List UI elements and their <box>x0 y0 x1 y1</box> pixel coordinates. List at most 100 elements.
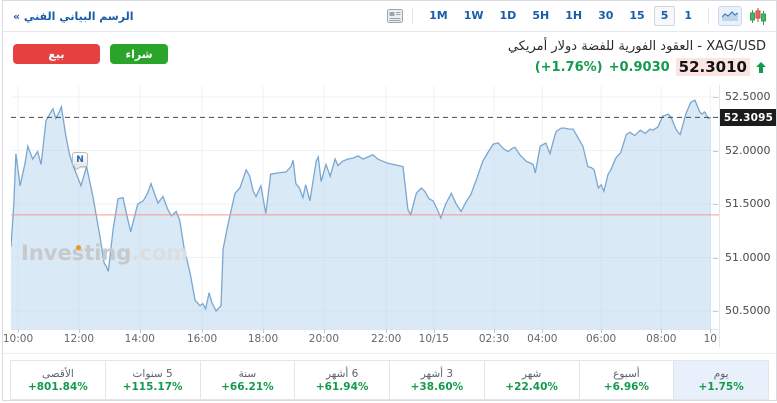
x-axis-label: 18:00 <box>247 333 279 345</box>
x-axis-label: 10 <box>703 333 717 345</box>
performance-period-label: يوم <box>713 367 729 380</box>
sell-button[interactable]: بيع <box>13 44 100 64</box>
interval-button-1M[interactable]: 1M <box>422 6 455 25</box>
y-axis-tick <box>713 311 718 312</box>
x-axis-line <box>11 329 719 330</box>
chart-area[interactable]: Investing .com N 52.3095 52.5000 52.0000 51… <box>3 85 776 354</box>
performance-cell[interactable]: يوم +1.75% <box>673 361 768 399</box>
price-row: 52.3010 +0.9030 (+1.76%) <box>508 58 766 76</box>
instrument-info: XAG/USD - العقود الفورية للفضة دولار أمر… <box>508 39 766 76</box>
performance-period-label: 5 سنوات <box>132 367 173 380</box>
x-axis-label: 14:00 <box>124 333 155 345</box>
price-plot[interactable] <box>11 86 719 330</box>
x-axis-label: 10:00 <box>2 333 34 345</box>
x-axis-label: 08:00 <box>646 333 677 345</box>
y-axis-label: 52.5000 <box>725 90 771 103</box>
y-axis-tick <box>713 257 718 259</box>
x-axis-tick <box>386 329 388 333</box>
x-axis-label: 04:00 <box>527 333 558 345</box>
performance-value: +66.21% <box>221 380 274 393</box>
x-axis-label: 16:00 <box>186 333 218 345</box>
x-axis-tick <box>433 329 435 333</box>
x-axis-tick <box>323 329 325 333</box>
toolbar: 1M 1W 1D 5H 1H 30 15 5 1 الرسم البياني ا <box>3 1 776 32</box>
performance-value: +38.60% <box>410 380 464 393</box>
investing-watermark: Investing .com <box>21 241 189 265</box>
performance-value: +115.17% <box>122 380 183 393</box>
interval-button-5H[interactable]: 5H <box>525 6 556 25</box>
x-axis-tick <box>710 329 712 333</box>
x-axis-label: 02:30 <box>478 333 510 345</box>
x-axis-label: 22:00 <box>371 333 402 345</box>
current-price-badge: 52.3095 <box>720 109 776 127</box>
price-line <box>11 99 712 313</box>
x-axis-tick <box>78 329 80 333</box>
performance-cell[interactable]: 5 سنوات +115.17% <box>104 361 200 399</box>
interval-button-5[interactable]: 5 <box>653 6 676 26</box>
x-axis-label: 12:00 <box>63 333 95 345</box>
price-change-percent: (+1.76%) <box>534 59 603 75</box>
interval-button-1D[interactable]: 1D <box>493 6 524 25</box>
y-axis-tick <box>713 97 718 98</box>
x-axis-tick <box>494 329 495 333</box>
performance-period-label: شهر <box>521 367 542 380</box>
watermark-text: Investing <box>21 241 132 265</box>
x-axis-tick <box>18 329 19 333</box>
news-marker[interactable]: N <box>72 152 88 167</box>
up-arrow-icon <box>756 61 766 73</box>
x-axis-tick <box>542 329 544 333</box>
candlestick-chart-type-icon[interactable] <box>750 7 766 25</box>
x-axis-tick <box>263 329 264 333</box>
performance-cell[interactable]: 3 أشهر +38.60% <box>389 361 484 399</box>
performance-cell[interactable]: سنة +66.21% <box>199 361 295 399</box>
performance-value: +1.75% <box>698 380 744 393</box>
y-axis-tick <box>713 204 718 205</box>
interval-button-15[interactable]: 15 <box>622 6 651 25</box>
x-axis-label: 10/15 <box>418 333 449 345</box>
performance-period-label: 3 أشهر <box>420 367 454 380</box>
y-axis-label: 51.0000 <box>725 250 771 264</box>
x-axis-tick <box>601 329 603 333</box>
technical-chart-link[interactable]: الرسم البياني الفني » <box>13 9 134 23</box>
watermark-orange-dot <box>76 245 81 250</box>
performance-cell[interactable]: 6 أشهر +61.94% <box>294 361 389 399</box>
trade-buttons: شراء بيع <box>13 39 168 64</box>
performance-value: +22.40% <box>505 380 558 393</box>
news-toggle-icon[interactable] <box>387 9 404 23</box>
interval-button-1W[interactable]: 1W <box>457 6 491 25</box>
performance-value: +61.94% <box>315 380 369 393</box>
y-axis-label: 52.0000 <box>725 143 771 157</box>
performance-value: +6.96% <box>603 380 649 393</box>
y-axis-label: 50.5000 <box>725 304 771 317</box>
last-price: 52.3010 <box>675 58 750 76</box>
buy-button[interactable]: شراء <box>110 44 168 64</box>
interval-button-30[interactable]: 30 <box>591 6 620 25</box>
chart-controls: 1M 1W 1D 5H 1H 30 15 5 1 <box>387 6 766 26</box>
interval-group: 1M 1W 1D 5H 1H 30 15 5 1 <box>422 6 699 26</box>
y-axis-line <box>719 85 720 347</box>
price-change: +0.9030 <box>608 59 670 75</box>
performance-value: +801.84% <box>27 380 88 393</box>
performance-cell[interactable]: الأقصى +801.84% <box>11 361 105 399</box>
area-chart-type-icon[interactable] <box>718 6 742 26</box>
performance-period-label: سنة <box>238 367 257 380</box>
x-axis-tick <box>202 329 204 333</box>
instrument-title: XAG/USD - العقود الفورية للفضة دولار أمر… <box>507 39 766 54</box>
performance-period-label: أسبوع <box>613 367 640 380</box>
y-axis-tick <box>713 150 718 152</box>
x-axis-label: 06:00 <box>585 333 617 345</box>
performance-cell[interactable]: أسبوع +6.96% <box>578 361 674 399</box>
instrument-row: XAG/USD - العقود الفورية للفضة دولار أمر… <box>3 32 776 85</box>
performance-cell[interactable]: شهر +22.40% <box>483 361 579 399</box>
performance-period-label: 6 أشهر <box>325 367 359 380</box>
performance-period-label: الأقصى <box>41 367 74 380</box>
watermark-domain: .com <box>131 241 189 265</box>
y-axis-label: 51.5000 <box>725 197 771 210</box>
x-axis-tick <box>139 329 141 333</box>
divider <box>708 8 709 24</box>
x-axis-tick <box>661 329 663 333</box>
x-axis-label: 20:00 <box>308 333 340 345</box>
interval-button-1[interactable]: 1 <box>677 6 699 25</box>
interval-button-1H[interactable]: 1H <box>558 6 589 25</box>
divider <box>412 8 414 24</box>
